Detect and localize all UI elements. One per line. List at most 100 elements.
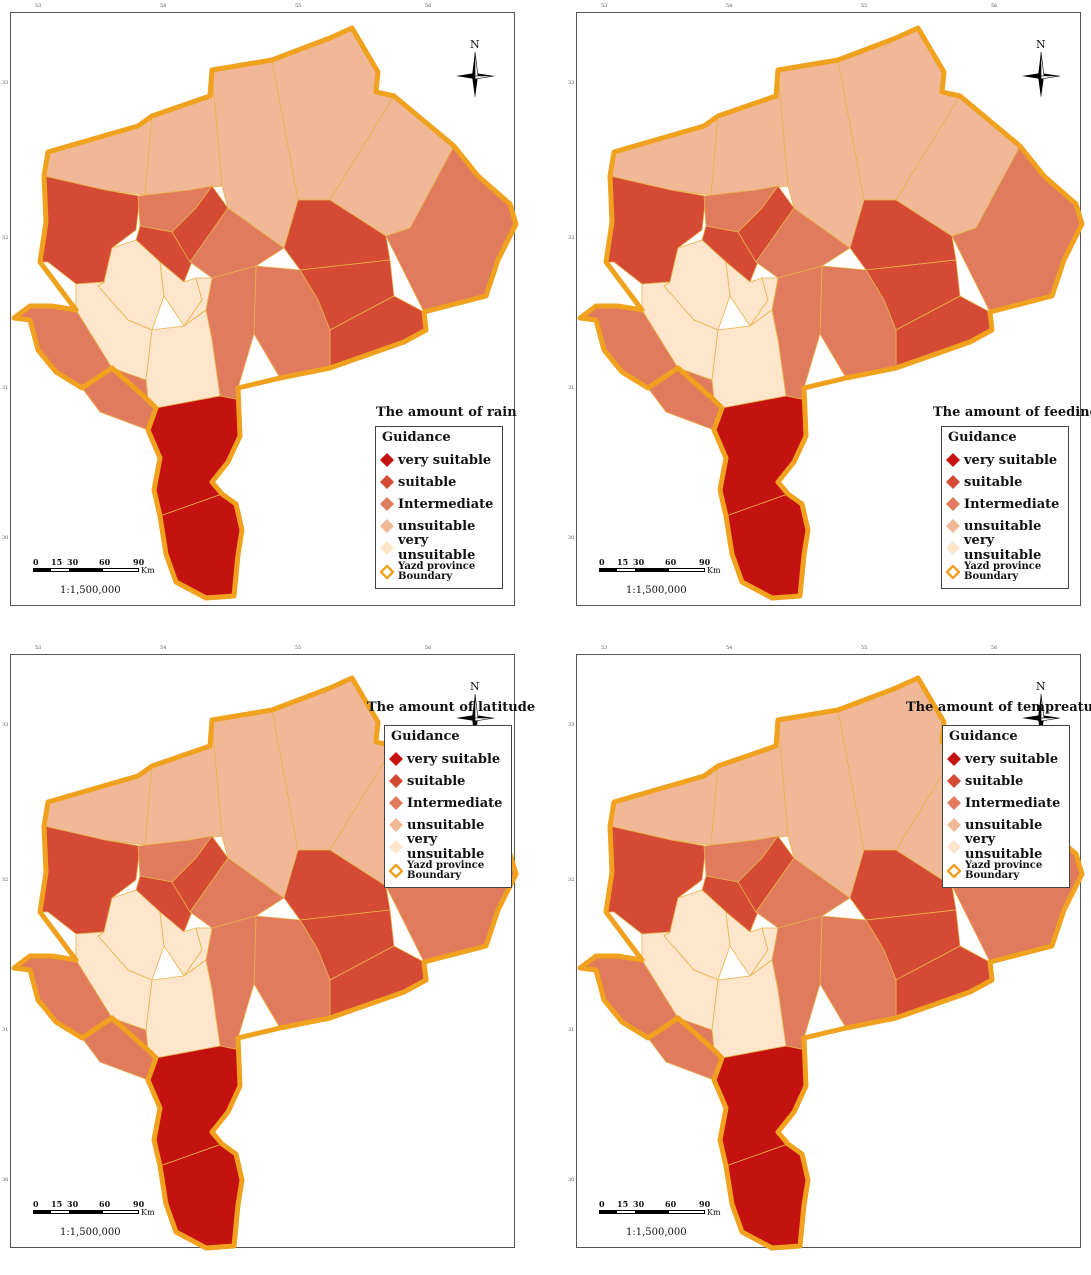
legend: Guidance very suitable suitable Intermedia… bbox=[384, 725, 512, 888]
boundary-label-line2: Boundary bbox=[398, 571, 453, 582]
legend-item-label: Intermediate bbox=[965, 795, 1061, 811]
legend-item-boundary: Yazd province Boundary bbox=[379, 559, 498, 585]
scale-bar: 0 15 30 60 90 Km bbox=[599, 557, 721, 589]
legend-swatch-diamond-icon bbox=[946, 519, 960, 533]
scale-tick: 90 bbox=[133, 557, 145, 567]
grid-label: 53 bbox=[35, 645, 42, 651]
legend-swatch-diamond-icon bbox=[380, 519, 394, 533]
legend-item-label: very unsuitable bbox=[964, 533, 1042, 563]
scale-ratio: 1:1,500,000 bbox=[60, 585, 121, 596]
legend-swatch-diamond-icon bbox=[389, 840, 403, 854]
province-boundary bbox=[11, 675, 519, 1251]
legend-item: Intermediate bbox=[947, 792, 1065, 814]
grid-label: 33 bbox=[2, 722, 9, 728]
north-label: N bbox=[470, 680, 480, 693]
map-canvas bbox=[11, 675, 519, 1251]
map-canvas bbox=[577, 675, 1085, 1251]
legend-swatch-diamond-icon bbox=[380, 541, 394, 555]
legend-item-label: suitable bbox=[965, 773, 1024, 789]
grid-label: 55 bbox=[295, 3, 302, 9]
legend-item: very unsuitable bbox=[946, 533, 1064, 563]
legend-item-label: Intermediate bbox=[964, 496, 1060, 512]
scale-tick: 15 bbox=[617, 1199, 629, 1209]
legend-item-boundary: Yazd province Boundary bbox=[946, 858, 1065, 884]
legend-item: very suitable bbox=[389, 748, 507, 770]
scale-ratio: 1:1,500,000 bbox=[626, 585, 687, 596]
map-canvas bbox=[577, 25, 1085, 601]
district-region bbox=[737, 835, 795, 913]
grid-label: 30 bbox=[2, 1177, 9, 1183]
legend-item: Intermediate bbox=[389, 792, 507, 814]
district-region bbox=[171, 185, 229, 263]
province-boundary bbox=[11, 25, 519, 601]
grid-label: 54 bbox=[726, 645, 733, 651]
grid-label: 54 bbox=[726, 3, 733, 9]
north-label: N bbox=[470, 38, 480, 51]
legend-swatch-diamond-icon bbox=[947, 774, 961, 788]
legend-swatch-diamond-icon bbox=[389, 752, 403, 766]
grid-label: 53 bbox=[601, 3, 608, 9]
legend-item: suitable bbox=[946, 471, 1064, 493]
boundary-diamond-icon bbox=[388, 863, 404, 879]
map-frame bbox=[576, 12, 1081, 606]
grid-label: 55 bbox=[861, 3, 868, 9]
grid-label: 54 bbox=[160, 645, 167, 651]
grid-label: 30 bbox=[2, 535, 9, 541]
scale-unit: Km bbox=[141, 1208, 155, 1217]
legend-item-label: unsuitable bbox=[398, 518, 476, 534]
scale-tick: 60 bbox=[99, 557, 111, 567]
legend-swatch-diamond-icon bbox=[946, 541, 960, 555]
grid-label: 56 bbox=[991, 645, 998, 651]
grid-label: 54 bbox=[160, 3, 167, 9]
grid-label: 32 bbox=[568, 235, 575, 241]
grid-label: 31 bbox=[2, 385, 9, 391]
legend-item: suitable bbox=[380, 471, 498, 493]
scale-tick: 30 bbox=[67, 557, 79, 567]
grid-label: 31 bbox=[568, 1027, 575, 1033]
map-panel-latitude: 53 54 55 56 33 32 31 30 N The amount of … bbox=[0, 642, 535, 1274]
grid-label: 30 bbox=[568, 1177, 575, 1183]
scale-tick: 30 bbox=[633, 1199, 645, 1209]
legend-item-label: very suitable bbox=[964, 452, 1058, 468]
legend-swatch-diamond-icon bbox=[389, 818, 403, 832]
scale-tick: 0 bbox=[599, 557, 605, 567]
scale-tick: 30 bbox=[67, 1199, 79, 1209]
grid-label: 30 bbox=[568, 535, 575, 541]
legend-item: Intermediate bbox=[946, 493, 1064, 515]
map-frame bbox=[10, 12, 515, 606]
scale-bar: 0 15 30 60 90 Km bbox=[33, 557, 155, 589]
grid-label: 55 bbox=[861, 645, 868, 651]
boundary-label-line1: Yazd province bbox=[964, 561, 1042, 572]
scale-tick: 90 bbox=[133, 1199, 145, 1209]
legend-title: Guidance bbox=[948, 430, 1017, 445]
legend-item: unsuitable bbox=[947, 814, 1065, 836]
north-arrow: N bbox=[452, 38, 498, 100]
map-title: The amount of rain bbox=[376, 405, 517, 420]
grid-label: 55 bbox=[295, 645, 302, 651]
grid-label: 33 bbox=[2, 80, 9, 86]
scale-tick: 0 bbox=[33, 1199, 39, 1209]
legend-item-label: unsuitable bbox=[965, 817, 1043, 833]
legend-item-label: unsuitable bbox=[964, 518, 1042, 534]
scale-bar-segments bbox=[599, 1210, 705, 1214]
grid-label: 56 bbox=[425, 645, 432, 651]
legend-item-label: Intermediate bbox=[407, 795, 503, 811]
boundary-label-line1: Yazd province bbox=[965, 860, 1043, 871]
district-region bbox=[819, 915, 897, 1029]
legend-item: unsuitable bbox=[389, 814, 507, 836]
legend-item: Intermediate bbox=[380, 493, 498, 515]
scale-ratio: 1:1,500,000 bbox=[626, 1227, 687, 1238]
district-region bbox=[819, 265, 897, 379]
north-label: N bbox=[1036, 680, 1046, 693]
legend-title: Guidance bbox=[391, 729, 460, 744]
legend-item: unsuitable bbox=[380, 515, 498, 537]
legend: Guidance very suitable suitable Intermedia… bbox=[941, 426, 1069, 589]
legend-swatch-diamond-icon bbox=[380, 497, 394, 511]
grid-label: 31 bbox=[568, 385, 575, 391]
scale-bar-segments bbox=[33, 568, 139, 572]
legend-swatch-diamond-icon bbox=[947, 840, 961, 854]
district-region bbox=[737, 185, 795, 263]
legend-item-label: very suitable bbox=[407, 751, 501, 767]
legend-swatch-diamond-icon bbox=[389, 774, 403, 788]
scale-bar-segments bbox=[599, 568, 705, 572]
